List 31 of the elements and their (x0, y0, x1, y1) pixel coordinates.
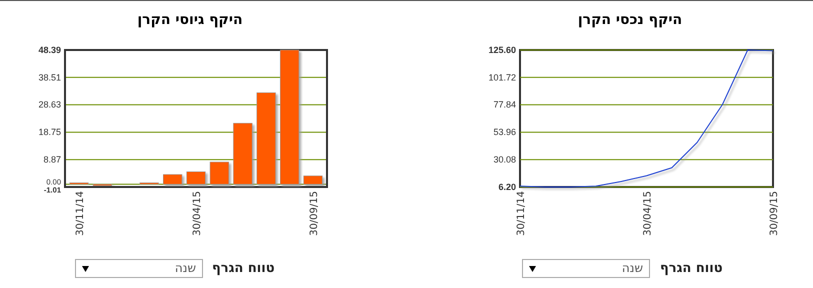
y-tick-label: 18.75 (38, 127, 61, 138)
y-tick-label: 48.39 (38, 44, 61, 55)
chart-title: היקף גיוסי הקרן (137, 12, 243, 28)
x-tick-label: 30/09/15 (769, 191, 780, 236)
y-tick-label: 125.60 (488, 44, 516, 55)
dropdown-field: שנה (75, 259, 203, 278)
x-tick-label: 30/11/14 (75, 191, 86, 236)
bar (280, 50, 300, 184)
y-tick-label: 101.72 (488, 72, 516, 82)
y-tick-label: 8.87 (43, 154, 61, 164)
bar (186, 171, 206, 184)
x-tick-label: 30/04/15 (192, 191, 203, 236)
y-tick-label: 30.08 (493, 154, 516, 164)
bar (256, 92, 276, 184)
dropdown-field: שנה (522, 259, 650, 278)
x-tick-label: 30/11/14 (516, 191, 527, 236)
text: טווח הגרף (212, 261, 275, 276)
x-tick-label: 30/04/15 (642, 191, 654, 236)
y-tick-label: 77.84 (493, 100, 516, 110)
bar (163, 174, 182, 184)
line-series (520, 50, 774, 188)
bar (303, 176, 323, 184)
bar (233, 122, 252, 184)
x-tick-label: 30/09/15 (308, 191, 320, 236)
bar (210, 162, 229, 184)
text: טווח הגרף (660, 261, 723, 276)
chart-title: היקף נכסי הקרן (578, 12, 682, 28)
y-tick-label: 53.96 (493, 127, 516, 138)
y-tick-label: 38.51 (38, 72, 61, 82)
y-tick-label: 28.63 (38, 100, 61, 110)
y-tick-label: 6.20 (498, 182, 516, 192)
